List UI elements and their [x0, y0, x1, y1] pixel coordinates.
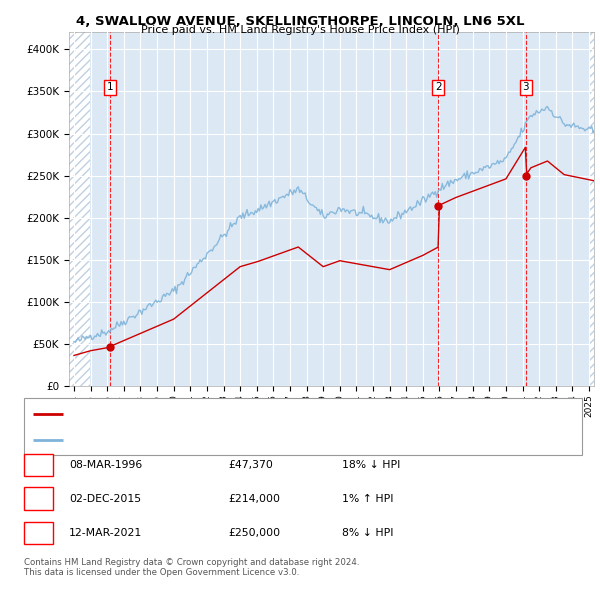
Text: 12-MAR-2021: 12-MAR-2021: [69, 528, 142, 537]
Point: [433, 201, 443, 211]
Text: 08-MAR-1996: 08-MAR-1996: [69, 460, 142, 470]
Text: 2: 2: [435, 83, 442, 92]
Text: £47,370: £47,370: [228, 460, 273, 470]
Text: 4, SWALLOW AVENUE, SKELLINGTHORPE, LINCOLN, LN6 5XL (detached house): 4, SWALLOW AVENUE, SKELLINGTHORPE, LINCO…: [69, 409, 458, 419]
Point: [106, 342, 115, 351]
Text: 02-DEC-2015: 02-DEC-2015: [69, 494, 141, 503]
Text: 3: 3: [523, 83, 529, 92]
Text: Price paid vs. HM Land Registry's House Price Index (HPI): Price paid vs. HM Land Registry's House …: [140, 25, 460, 35]
Text: 1: 1: [107, 83, 113, 92]
Text: Contains HM Land Registry data © Crown copyright and database right 2024.
This d: Contains HM Land Registry data © Crown c…: [24, 558, 359, 577]
Text: 1: 1: [35, 460, 42, 470]
Text: 2: 2: [35, 494, 42, 503]
Text: £250,000: £250,000: [228, 528, 280, 537]
Text: 4, SWALLOW AVENUE, SKELLINGTHORPE, LINCOLN, LN6 5XL: 4, SWALLOW AVENUE, SKELLINGTHORPE, LINCO…: [76, 15, 524, 28]
Point: [521, 171, 530, 181]
Bar: [69, 32, 90, 386]
Text: HPI: Average price, detached house, North Kesteven: HPI: Average price, detached house, Nort…: [69, 435, 330, 445]
Text: 1% ↑ HPI: 1% ↑ HPI: [342, 494, 394, 503]
Text: 3: 3: [35, 528, 42, 537]
Text: 18% ↓ HPI: 18% ↓ HPI: [342, 460, 400, 470]
Text: 8% ↓ HPI: 8% ↓ HPI: [342, 528, 394, 537]
Bar: [590, 32, 594, 386]
Text: £214,000: £214,000: [228, 494, 280, 503]
